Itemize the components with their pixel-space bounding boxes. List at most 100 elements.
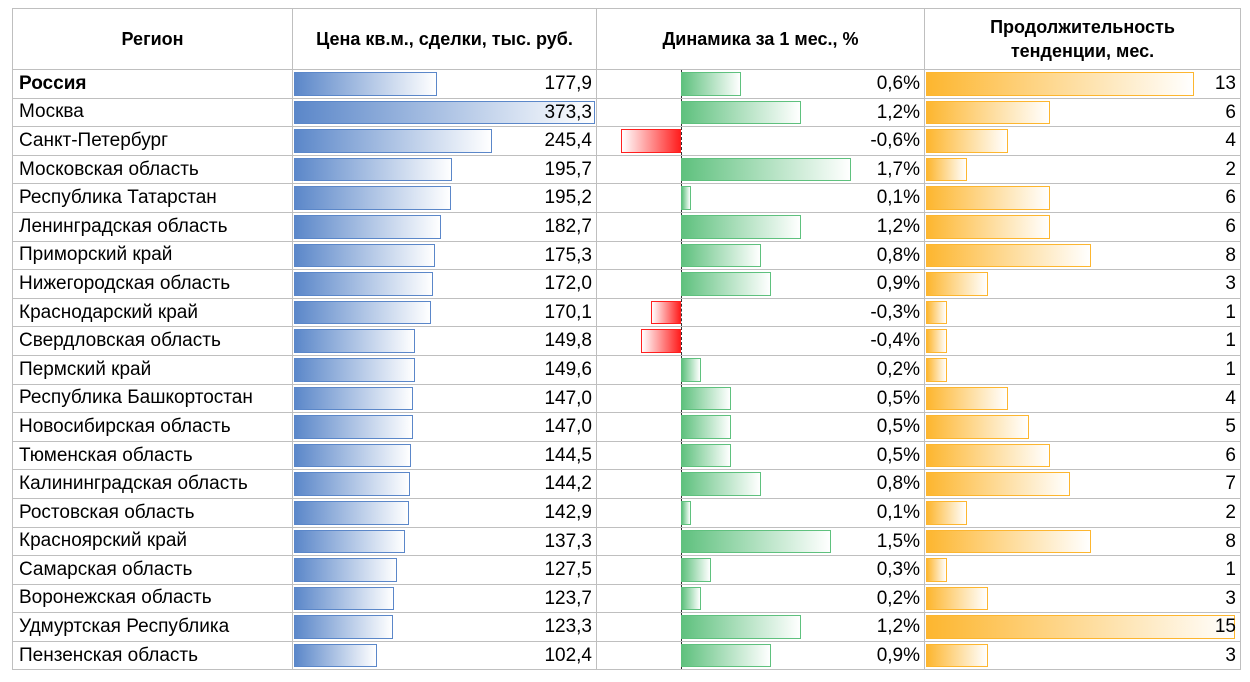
duration-bar — [926, 500, 967, 525]
region-name: Новосибирская область — [12, 412, 293, 442]
price-value: 137,3 — [544, 530, 592, 552]
price-cell: 170,1 — [292, 297, 597, 328]
duration-value: 3 — [1225, 644, 1236, 666]
table-row: Санкт-Петербург 245,4 -0,6% 4 — [12, 126, 1241, 156]
dynamics-bar-positive — [681, 415, 731, 439]
duration-bar — [926, 386, 1008, 411]
regional-price-table: Регион Цена кв.м., сделки, тыс. руб. Дин… — [12, 8, 1241, 671]
region-name: Краснодарский край — [12, 297, 293, 328]
duration-value: 4 — [1225, 387, 1236, 409]
dynamics-value: 0,2% — [876, 587, 920, 609]
price-value: 142,9 — [544, 501, 592, 523]
dynamics-value: 0,9% — [876, 644, 920, 666]
table-row: Республика Татарстан 195,2 0,1% 6 — [12, 183, 1241, 213]
table-row: Самарская область 127,5 0,3% 1 — [12, 555, 1241, 585]
dynamics-cell: 0,5% — [596, 440, 925, 471]
duration-bar — [926, 415, 1029, 439]
region-name: Приморский край — [12, 240, 293, 271]
duration-value: 2 — [1225, 158, 1236, 180]
table-row: Новосибирская область 147,0 0,5% 5 — [12, 412, 1241, 442]
dynamics-value: 0,5% — [876, 387, 920, 409]
price-cell: 172,0 — [292, 269, 597, 299]
price-bar — [294, 243, 435, 268]
duration-cell: 7 — [924, 469, 1241, 499]
duration-value: 1 — [1225, 358, 1236, 380]
dynamics-cell: 0,9% — [596, 640, 925, 671]
duration-value: 6 — [1225, 444, 1236, 466]
dynamics-bar-positive — [681, 72, 741, 96]
duration-value: 3 — [1225, 273, 1236, 295]
price-cell: 127,5 — [292, 555, 597, 585]
dynamics-cell: 1,7% — [596, 154, 925, 185]
dynamics-bar-positive — [681, 157, 851, 182]
dynamics-value: 0,2% — [876, 358, 920, 380]
table-row: Нижегородская область 172,0 0,9% 3 — [12, 269, 1241, 299]
duration-bar — [926, 558, 947, 582]
dynamics-cell: 0,2% — [596, 354, 925, 385]
duration-value: 8 — [1225, 244, 1236, 266]
dynamics-cell: 0,1% — [596, 183, 925, 213]
duration-cell: 2 — [924, 154, 1241, 185]
duration-bar — [926, 357, 947, 382]
price-cell: 149,6 — [292, 354, 597, 385]
table-body: Россия 177,9 0,6% 13 Москва 373,3 1,2% 6 Санкт-П… — [12, 69, 1241, 671]
region-name: Пермский край — [12, 354, 293, 385]
duration-cell: 1 — [924, 354, 1241, 385]
dynamics-value: 1,7% — [876, 158, 920, 180]
price-value: 144,2 — [544, 473, 592, 495]
price-bar — [294, 357, 415, 382]
table-row: Ленинградская область 182,7 1,2% 6 — [12, 211, 1241, 242]
price-cell: 102,4 — [292, 640, 597, 671]
duration-value: 4 — [1225, 130, 1236, 152]
duration-bar — [926, 214, 1050, 239]
dynamics-bar-positive — [681, 529, 831, 554]
price-bar — [294, 643, 377, 668]
duration-cell: 2 — [924, 497, 1241, 528]
dynamics-value: -0,6% — [870, 130, 920, 152]
duration-cell: 3 — [924, 640, 1241, 671]
region-name: Калининградская область — [12, 469, 293, 499]
price-cell: 147,0 — [292, 412, 597, 442]
dynamics-value: 1,2% — [876, 215, 920, 237]
table-row: Воронежская область 123,7 0,2% 3 — [12, 583, 1241, 614]
price-value: 123,7 — [544, 587, 592, 609]
duration-bar — [926, 329, 947, 353]
dynamics-bar-positive — [681, 472, 761, 496]
duration-value: 6 — [1225, 215, 1236, 237]
dynamics-cell: 1,2% — [596, 97, 925, 128]
price-bar — [294, 500, 409, 525]
duration-bar — [926, 100, 1050, 125]
price-cell: 123,7 — [292, 583, 597, 614]
dynamics-bar-positive — [681, 500, 691, 525]
dynamics-bar-positive — [681, 643, 771, 668]
duration-bar — [926, 443, 1050, 468]
price-cell: 182,7 — [292, 211, 597, 242]
region-name: Красноярский край — [12, 526, 293, 557]
duration-bar — [926, 529, 1091, 554]
price-value: 147,0 — [544, 387, 592, 409]
duration-bar — [926, 615, 1235, 639]
price-cell: 144,5 — [292, 440, 597, 471]
duration-value: 6 — [1225, 101, 1236, 123]
duration-bar — [926, 129, 1008, 153]
table-row: Красноярский край 137,3 1,5% 8 — [12, 526, 1241, 557]
price-cell: 123,3 — [292, 612, 597, 642]
duration-value: 6 — [1225, 187, 1236, 209]
price-cell: 137,3 — [292, 526, 597, 557]
region-name: Удмуртская Республика — [12, 612, 293, 642]
table-row: Тюменская область 144,5 0,5% 6 — [12, 440, 1241, 471]
dynamics-bar-positive — [681, 615, 801, 639]
region-name: Республика Татарстан — [12, 183, 293, 213]
price-value: 245,4 — [544, 130, 592, 152]
header-duration-line2: тенденции, мес. — [1010, 41, 1155, 61]
duration-cell: 8 — [924, 240, 1241, 271]
price-value: 177,9 — [544, 73, 592, 94]
duration-bar — [926, 300, 947, 325]
price-value: 195,2 — [544, 187, 592, 209]
price-value: 182,7 — [544, 215, 592, 237]
table-row: Удмуртская Республика 123,3 1,2% 15 — [12, 612, 1241, 642]
dynamics-bar-positive — [681, 558, 711, 582]
price-bar — [294, 529, 405, 554]
region-name: Санкт-Петербург — [12, 126, 293, 156]
dynamics-value: 0,8% — [876, 473, 920, 495]
